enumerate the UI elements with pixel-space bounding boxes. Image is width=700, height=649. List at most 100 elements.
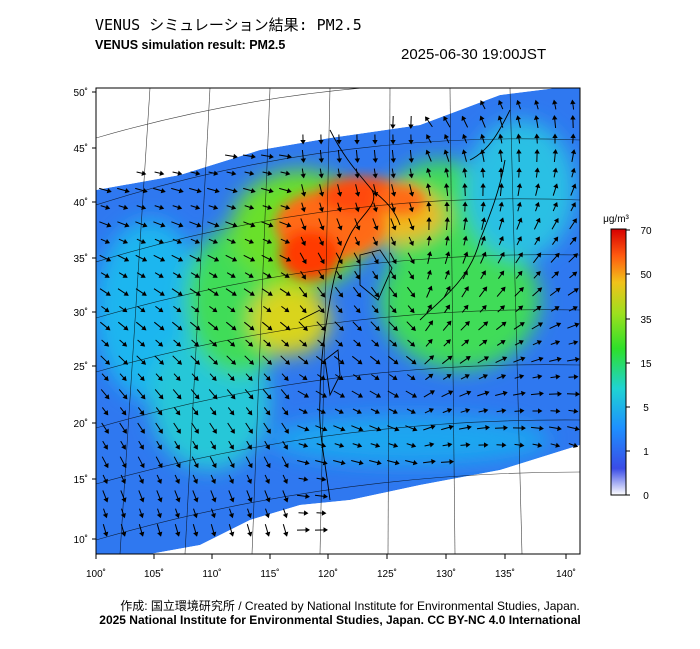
- wind-arrow-head: [266, 239, 272, 244]
- wind-arrow-head: [516, 133, 522, 139]
- wind-arrow-head: [287, 153, 292, 160]
- wind-arrow-head: [443, 183, 450, 188]
- wind-arrow-head: [266, 273, 272, 278]
- wind-arrow-head: [176, 239, 182, 244]
- wind-arrow-head: [105, 256, 112, 262]
- wind-arrow-head: [319, 341, 326, 347]
- wind-arrow-head: [516, 183, 523, 188]
- wind-arrow-head: [375, 442, 381, 448]
- wind-arrow-head: [411, 442, 417, 448]
- wind-arrow-head: [483, 408, 489, 414]
- wind-arrow-head: [412, 426, 418, 432]
- wind-arrow-head: [410, 408, 416, 414]
- wind-arrow-head: [318, 140, 324, 145]
- wind-arrow-head: [285, 325, 291, 331]
- wind-arrow-head: [195, 291, 201, 296]
- wind-arrow-head: [139, 444, 144, 450]
- wind-arrow-head: [481, 304, 487, 311]
- wind-arrow-head: [157, 444, 162, 450]
- wind-arrow-head: [302, 375, 308, 381]
- wind-arrow-head: [408, 207, 414, 213]
- wind-arrow-head: [373, 274, 378, 280]
- wind-arrow-head: [354, 158, 360, 163]
- wind-arrow-head: [104, 428, 109, 434]
- wind-arrow-head: [193, 531, 199, 537]
- wind-arrow-head: [211, 462, 217, 469]
- wind-arrow-head: [247, 462, 253, 469]
- wind-arrow-head: [158, 359, 164, 365]
- wind-arrow-head: [501, 442, 507, 448]
- wind-arrow-head: [519, 374, 525, 380]
- wind-arrow-head: [357, 442, 363, 448]
- wind-arrow-head: [411, 359, 417, 365]
- wind-arrow-head: [213, 204, 219, 210]
- wind-arrow-head: [480, 183, 486, 188]
- wind-arrow-head: [319, 258, 325, 265]
- wind-arrow-head: [373, 225, 379, 231]
- wind-arrow-head: [409, 308, 415, 314]
- wind-arrow-head: [538, 408, 543, 414]
- wind-arrow-head: [518, 305, 524, 311]
- wind-arrow-head: [175, 341, 182, 347]
- wind-arrow-head: [373, 341, 380, 347]
- wind-arrow-head: [444, 216, 450, 222]
- lat-tick: 15˚: [74, 474, 88, 486]
- wind-arrow-head: [214, 188, 220, 194]
- wind-arrow-head: [336, 158, 342, 163]
- wind-arrow-head: [321, 359, 327, 365]
- wind-arrow-head: [265, 410, 271, 416]
- lon-tick: 140˚: [556, 568, 576, 580]
- wind-arrow-head: [464, 374, 470, 379]
- wind-arrow-head: [429, 355, 435, 361]
- wind-arrow-head: [320, 375, 326, 381]
- wind-arrow-head: [430, 424, 436, 430]
- wind-arrow-head: [409, 258, 415, 265]
- wind-arrow-head: [177, 170, 183, 176]
- wind-arrow-head: [176, 359, 182, 365]
- wind-arrow-head: [301, 341, 308, 347]
- wind-arrow-head: [213, 325, 219, 331]
- wind-arrow-head: [210, 478, 216, 484]
- wind-arrow-head: [211, 497, 217, 503]
- wind-arrow-head: [337, 258, 343, 265]
- wind-arrow-head: [142, 222, 148, 228]
- wind-arrow-head: [372, 158, 378, 163]
- wind-arrow-head: [232, 188, 238, 194]
- wind-arrow-head: [285, 256, 292, 262]
- wind-arrow-head: [300, 207, 306, 213]
- wind-arrow-head: [572, 253, 578, 259]
- wind-arrow-head: [356, 408, 362, 414]
- wind-arrow-head: [283, 410, 289, 416]
- wind-arrow-head: [195, 325, 201, 331]
- wind-arrow-head: [268, 188, 274, 194]
- wind-arrow-head: [534, 99, 540, 105]
- wind-arrow-head: [462, 235, 468, 241]
- wind-arrow-head: [230, 428, 235, 434]
- wind-arrow-head: [391, 341, 398, 347]
- wind-arrow-head: [553, 217, 559, 224]
- wind-arrow-head: [196, 188, 202, 194]
- concentration-field: [96, 88, 580, 554]
- wind-arrow-head: [123, 291, 129, 296]
- longitude-tick-marks: [95, 554, 567, 559]
- wind-arrow-head: [516, 201, 522, 207]
- wind-arrow-head: [393, 392, 400, 398]
- wind-arrow-head: [250, 222, 256, 228]
- wind-arrow-head: [231, 256, 238, 262]
- wind-arrow-head: [534, 149, 540, 154]
- wind-arrow-head: [321, 392, 328, 398]
- wind-arrow-head: [194, 307, 200, 313]
- wind-arrow-head: [158, 428, 163, 434]
- wind-arrow-head: [247, 444, 252, 450]
- wind-arrow-head: [376, 460, 382, 466]
- wind-arrow-head: [373, 258, 379, 265]
- wind-arrow-head: [121, 375, 127, 382]
- wind-arrow-head: [300, 140, 306, 145]
- colorbar-tick: 5: [643, 403, 649, 414]
- wind-arrow-head: [160, 188, 166, 194]
- wind-arrow-head: [557, 391, 562, 397]
- wind-arrow-head: [392, 325, 398, 331]
- wind-arrow-head: [570, 167, 576, 173]
- wind-arrow-head: [122, 394, 128, 400]
- wind-arrow-head: [320, 325, 326, 331]
